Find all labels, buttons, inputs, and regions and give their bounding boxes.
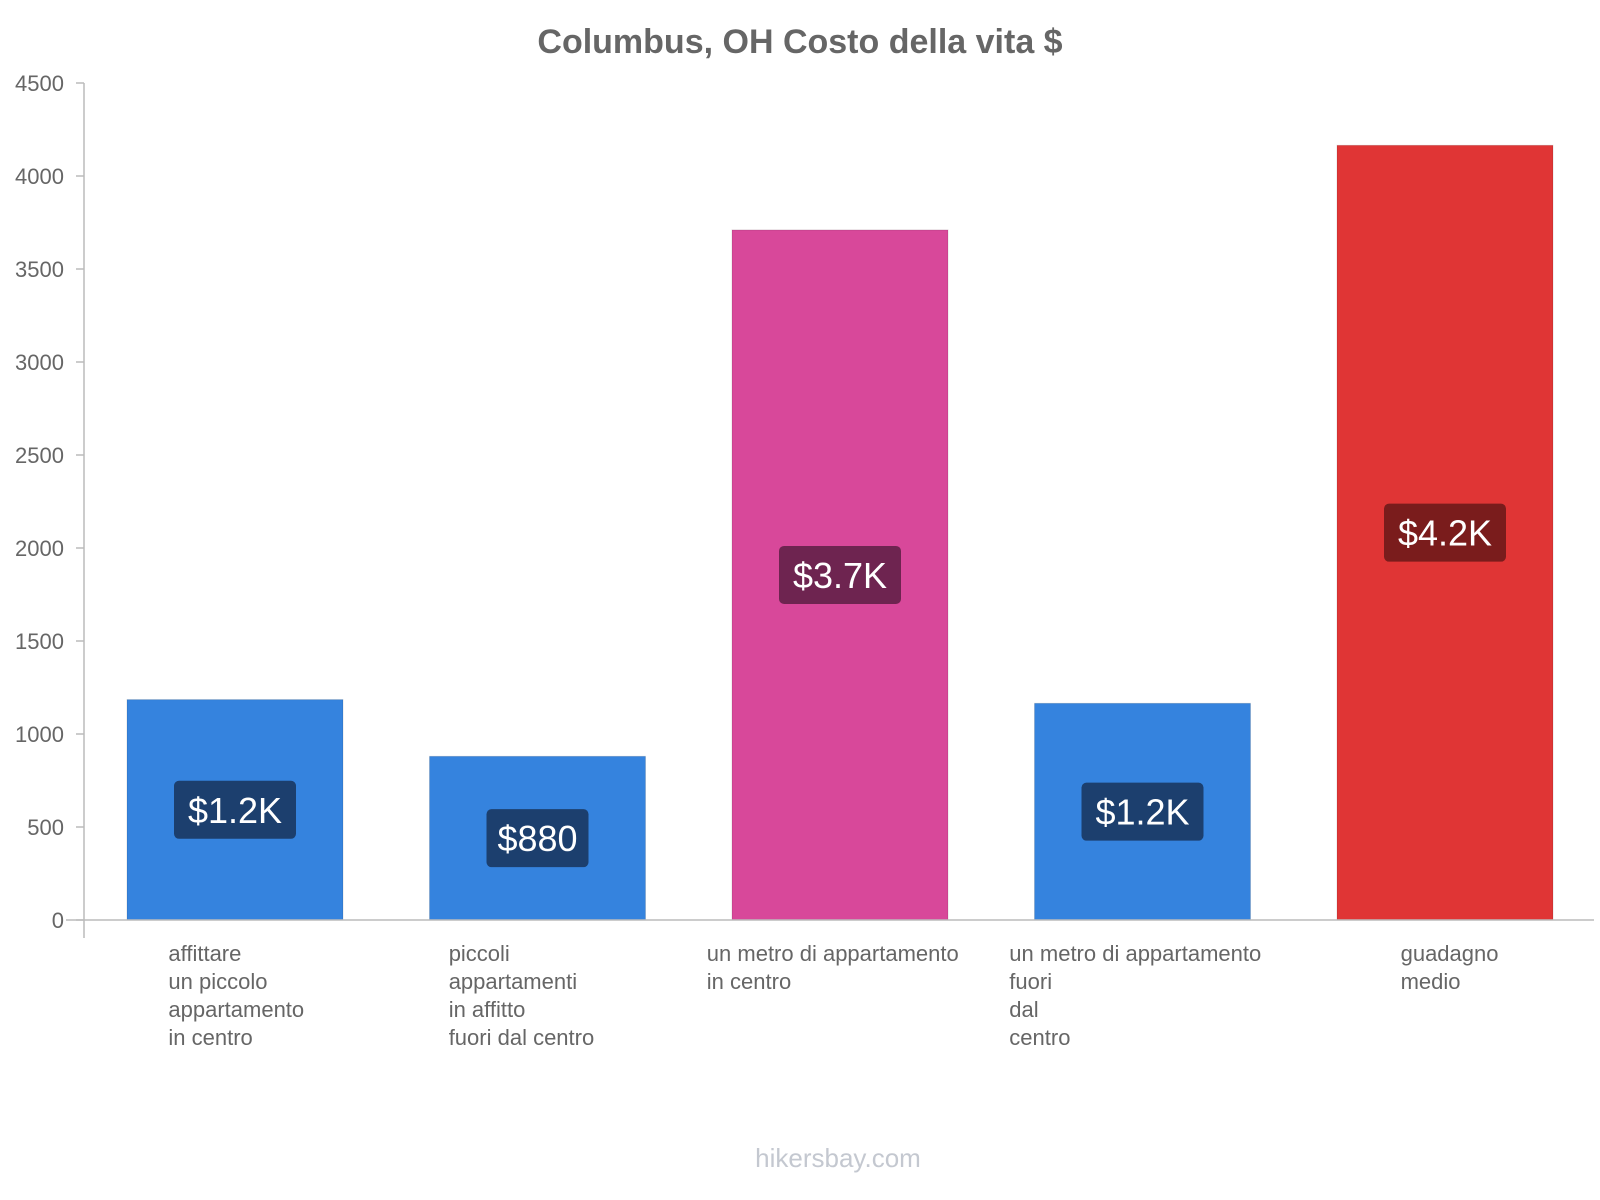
category-label: fuori dal centro: [449, 1025, 595, 1050]
chart-title: Columbus, OH Costo della vita $: [537, 23, 1062, 61]
y-tick-label: 500: [27, 815, 64, 840]
category-label: centro: [1009, 1025, 1070, 1050]
data-label: $880: [497, 818, 577, 859]
y-tick-label: 1000: [15, 722, 64, 747]
y-axis-ticks: 0 500 1000 1500 2000 2500 3000 3500 4000 4500: [15, 71, 84, 933]
category-label: in affitto: [449, 997, 526, 1022]
data-label: $3.7K: [793, 555, 887, 596]
category-label: appartamenti: [449, 969, 577, 994]
y-tick-label: 4000: [15, 164, 64, 189]
category-label: medio: [1401, 969, 1461, 994]
y-tick-label: 3500: [15, 257, 64, 282]
y-tick-label: 2500: [15, 443, 64, 468]
data-label-box: [779, 545, 901, 604]
data-label: $4.2K: [1398, 513, 1492, 554]
category-label: un piccolo: [168, 969, 267, 994]
y-tick-label: 2000: [15, 536, 64, 561]
y-tick-label: 1500: [15, 629, 64, 654]
category-label: un metro di appartamento: [1009, 941, 1261, 966]
category-labels: affittare un piccolo appartamento in centro…: [168, 941, 1498, 1050]
y-tick-label: 0: [52, 908, 64, 933]
data-label: $1.2K: [1095, 792, 1189, 833]
y-tick-label: 3000: [15, 350, 64, 375]
category-label: fuori: [1009, 969, 1052, 994]
bars: [126, 144, 1554, 921]
category-label: appartamento: [168, 997, 304, 1022]
data-labels: $1.2K $880 $3.7K $1.2K $4.2K: [174, 503, 1506, 868]
y-tick-label: 4500: [15, 71, 64, 96]
category-label: guadagno: [1401, 941, 1499, 966]
source-watermark: hikersbay.com: [755, 1143, 921, 1173]
category-label: affittare: [168, 941, 241, 966]
data-label-box: [486, 809, 589, 868]
data-label-box: [1081, 782, 1204, 841]
category-label: piccoli: [449, 941, 510, 966]
data-label: $1.2K: [188, 790, 282, 831]
category-label: un metro di appartamento: [707, 941, 959, 966]
category-label: dal: [1009, 997, 1038, 1022]
data-label-box: [1384, 503, 1506, 562]
category-label: in centro: [707, 969, 791, 994]
category-label: in centro: [168, 1025, 252, 1050]
data-label-box: [174, 780, 296, 839]
